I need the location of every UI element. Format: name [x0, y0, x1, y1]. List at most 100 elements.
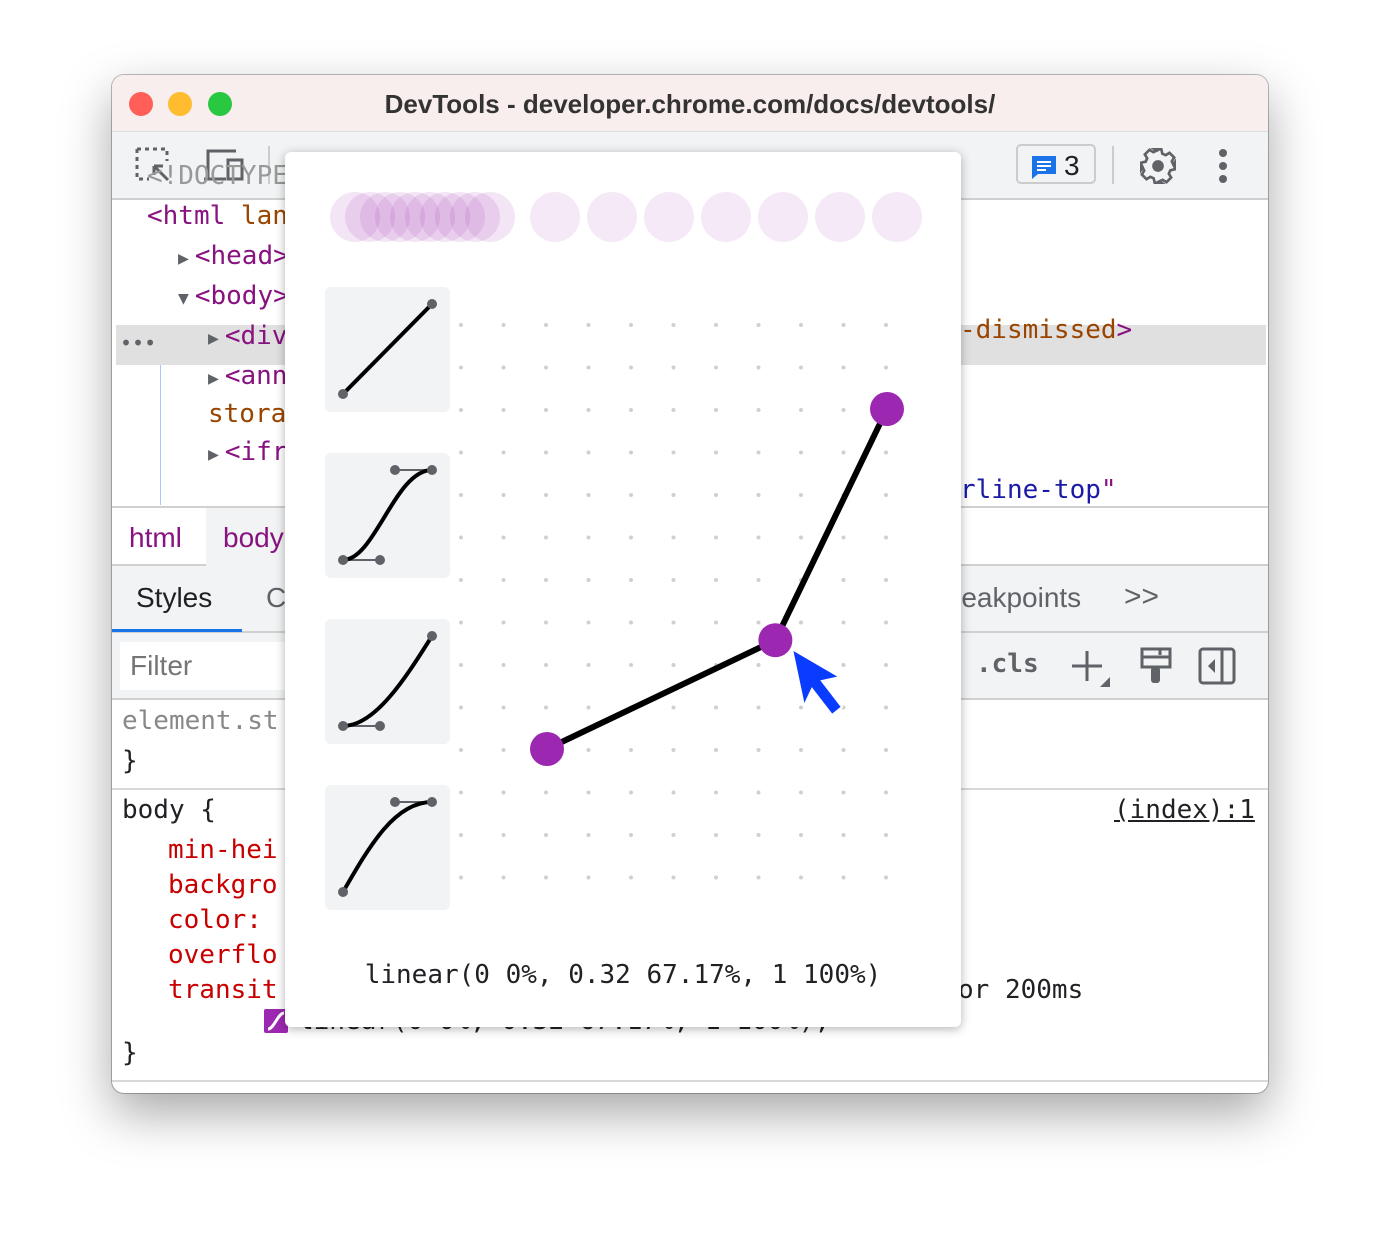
grid-dot	[501, 790, 506, 795]
grid-dot	[586, 578, 591, 582]
grid-dot	[501, 408, 506, 412]
cls-button[interactable]: .cls	[976, 649, 1039, 679]
curve-control-point[interactable]	[758, 623, 793, 658]
grid-dot	[671, 323, 676, 327]
grid-dot	[841, 535, 846, 540]
filter-input[interactable]	[120, 642, 290, 690]
grid-dot	[544, 663, 548, 667]
paint-brush-icon[interactable]	[1140, 647, 1172, 685]
tab-styles[interactable]: Styles	[112, 566, 242, 632]
more-tabs-chevron-icon[interactable]: >>	[1124, 580, 1160, 613]
preset-ease-in[interactable]	[325, 619, 450, 744]
breadcrumb-html[interactable]: html	[129, 522, 182, 553]
animation-preview-ghost	[872, 192, 922, 242]
dom-node[interactable]: <html lan	[147, 201, 288, 231]
grid-dot	[756, 450, 761, 455]
grid-dot	[756, 790, 761, 795]
preset-ease-in-out[interactable]	[325, 453, 450, 578]
css-property[interactable]: backgro	[168, 870, 278, 900]
tab-computed[interactable]: C	[266, 582, 287, 613]
device-toggle-icon[interactable]	[202, 148, 246, 182]
grid-dot	[884, 323, 888, 327]
grid-dot	[841, 620, 846, 625]
grid-dot	[501, 323, 506, 327]
grid-dot	[841, 748, 846, 752]
grid-dot	[756, 535, 761, 540]
expand-triangle-icon[interactable]: ▶	[208, 328, 219, 349]
new-style-rule-icon[interactable]	[1070, 647, 1112, 689]
breadcrumb-body[interactable]: body	[206, 508, 296, 566]
css-property[interactable]: transit	[168, 975, 278, 1005]
grid-dot	[671, 535, 676, 540]
grid-dot	[629, 790, 633, 795]
animation-preview-ghost	[758, 192, 808, 242]
expand-triangle-icon[interactable]: ▶	[178, 248, 189, 269]
tab-dom-breakpoints[interactable]: reakpoints	[952, 582, 1082, 613]
grid-dot	[459, 365, 463, 370]
curve-control-point[interactable]	[530, 732, 564, 766]
grid-dot	[884, 535, 888, 540]
grid-dot	[884, 450, 888, 455]
gear-icon[interactable]	[1138, 146, 1178, 186]
inspect-element-icon[interactable]	[134, 146, 172, 184]
grid-dot	[629, 663, 633, 667]
animation-preview-ghost	[360, 192, 410, 242]
easing-curve-editor[interactable]	[285, 152, 961, 1027]
dom-token: lan	[240, 201, 288, 231]
expand-triangle-icon[interactable]: ▶	[208, 444, 219, 465]
source-link[interactable]: (index):1	[1114, 795, 1255, 825]
more-vertical-icon[interactable]	[1218, 148, 1228, 184]
expand-triangle-icon[interactable]: ▶	[208, 368, 219, 389]
close-brace: }	[122, 746, 138, 776]
grid-dot	[459, 748, 463, 752]
grid-dot	[629, 408, 633, 412]
grid-dot	[714, 323, 718, 327]
grid-dot	[671, 875, 676, 880]
animation-preview-ghost	[435, 192, 485, 242]
close-window-button[interactable]	[129, 92, 153, 116]
grid-dot	[544, 833, 548, 837]
grid-dot	[799, 875, 803, 880]
dom-node[interactable]: ▼ <body>	[178, 281, 289, 311]
toggle-sidebar-icon[interactable]	[1198, 647, 1236, 685]
curve-control-point[interactable]	[870, 392, 904, 426]
css-property[interactable]: min-hei	[168, 835, 278, 865]
grid-dot	[544, 578, 548, 582]
grid-dot	[714, 705, 718, 710]
grid-dot	[799, 833, 803, 837]
grid-dot	[501, 535, 506, 540]
grid-dot	[841, 365, 846, 370]
grid-dot	[671, 493, 676, 497]
grid-dot	[544, 705, 548, 710]
preset-ease-out[interactable]	[325, 785, 450, 910]
issues-button[interactable]: 3	[1016, 144, 1096, 184]
grid-dot	[501, 705, 506, 710]
grid-dot	[884, 493, 888, 497]
dom-node[interactable]: ▶ <head>	[178, 241, 289, 271]
easing-value-text: linear(0 0%, 0.32 67.17%, 1 100%)	[364, 960, 882, 990]
zoom-window-button[interactable]	[208, 92, 232, 116]
dom-node[interactable]: <!DOCTYPE	[147, 161, 288, 191]
grid-dot	[544, 620, 548, 625]
minimize-window-button[interactable]	[168, 92, 192, 116]
preset-linear[interactable]	[325, 287, 450, 412]
dom-node[interactable]: stora	[208, 399, 286, 429]
grid-dot	[799, 450, 803, 455]
grid-dot	[459, 408, 463, 412]
body-selector: body {	[122, 795, 216, 825]
dom-node[interactable]: ▶ <div	[208, 321, 287, 351]
animation-preview-ghost	[530, 192, 580, 242]
dom-token: stora	[208, 399, 287, 429]
grid-dot	[586, 705, 591, 710]
dom-token: <div	[224, 321, 288, 351]
grid-dot	[501, 365, 506, 370]
easing-editor-swatch-icon[interactable]	[264, 1009, 288, 1033]
css-property[interactable]: overflo	[168, 940, 278, 970]
grid-dot	[884, 748, 888, 752]
collapse-triangle-icon[interactable]: ▼	[178, 288, 189, 309]
css-property[interactable]: color:	[168, 905, 262, 935]
grid-dot	[841, 663, 846, 667]
grid-dot	[884, 875, 888, 880]
dom-token: rline-top	[960, 475, 1101, 505]
row-options-icon[interactable]: •••	[120, 331, 157, 355]
